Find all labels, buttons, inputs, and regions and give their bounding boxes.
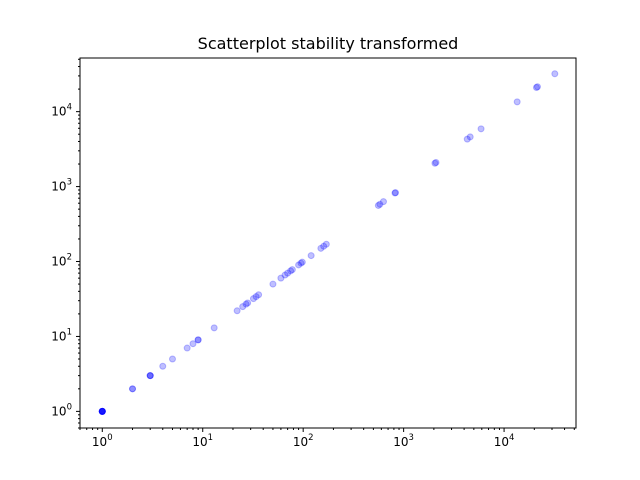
scatter-point: [463, 135, 471, 143]
points-layer: [98, 70, 559, 415]
scatter-point: [317, 244, 325, 252]
scatter-point: [391, 189, 399, 197]
x-tick-label: 101: [192, 433, 213, 449]
scatter-point: [98, 407, 106, 415]
x-tick-label: 104: [494, 433, 515, 449]
scatter-point: [284, 269, 292, 277]
scatter-point: [98, 407, 106, 415]
scatter-point: [374, 201, 382, 209]
scatter-point: [98, 407, 106, 415]
scatter-point: [307, 252, 315, 260]
scatter-point: [295, 261, 303, 269]
scatter-point: [320, 242, 328, 250]
x-tick-label: 103: [393, 433, 414, 449]
y-axis: 100 101 102 103 104: [51, 58, 80, 429]
scatter-point: [98, 407, 106, 415]
y-tick-label: 100: [51, 402, 72, 418]
scatter-point: [244, 299, 252, 307]
scatter-point: [532, 84, 540, 92]
scatter-point: [322, 240, 330, 248]
y-tick-label: 101: [51, 327, 72, 343]
scatter-point: [269, 280, 277, 288]
scatter-point: [287, 267, 295, 275]
x-tick-label: 100: [92, 433, 113, 449]
scatter-point: [146, 372, 154, 380]
scatter-point: [98, 407, 106, 415]
scatter-point: [233, 307, 241, 315]
scatter-point: [533, 83, 541, 91]
scatter-point: [281, 271, 289, 279]
chart-title: Scatterplot stability transformed: [198, 34, 459, 53]
scatter-point: [98, 407, 106, 415]
scatter-point: [210, 324, 218, 332]
scatter-point: [239, 303, 247, 311]
scatter-point: [513, 98, 521, 106]
y-tick-label: 102: [51, 253, 72, 269]
scatter-point: [98, 407, 106, 415]
scatter-point: [252, 293, 260, 301]
scatter-point: [98, 407, 106, 415]
scatter-point: [551, 70, 559, 78]
scatter-point: [379, 198, 387, 206]
scatter-point: [146, 372, 154, 380]
scatter-point: [392, 189, 399, 197]
scatter-point: [431, 159, 439, 167]
scatter-point: [249, 295, 257, 303]
scatter-point: [129, 385, 137, 393]
scatter-point: [477, 125, 485, 133]
scatter-point: [189, 340, 197, 348]
plot-frame: [79, 57, 577, 429]
scatter-point: [298, 258, 306, 266]
scatter-point: [146, 372, 154, 380]
x-axis: 100 101 102 103 104: [79, 428, 575, 449]
scatter-point: [288, 266, 296, 274]
scatter-point: [242, 300, 250, 308]
scatter-point: [194, 336, 202, 344]
scatter-point: [129, 385, 137, 393]
scatter-point: [159, 362, 167, 370]
scatter-point: [168, 355, 176, 363]
x-tick-label: 102: [293, 433, 314, 449]
scatter-point: [255, 291, 263, 299]
scatter-point: [432, 158, 440, 166]
scatter-point: [277, 274, 285, 282]
scatter-point: [297, 259, 305, 267]
y-tick-label: 104: [51, 103, 72, 119]
scatter-point: [194, 336, 202, 344]
y-tick-label: 103: [51, 178, 72, 194]
scatter-point: [183, 344, 191, 352]
scatter-point: [466, 133, 474, 141]
scatter-point: [376, 200, 384, 208]
